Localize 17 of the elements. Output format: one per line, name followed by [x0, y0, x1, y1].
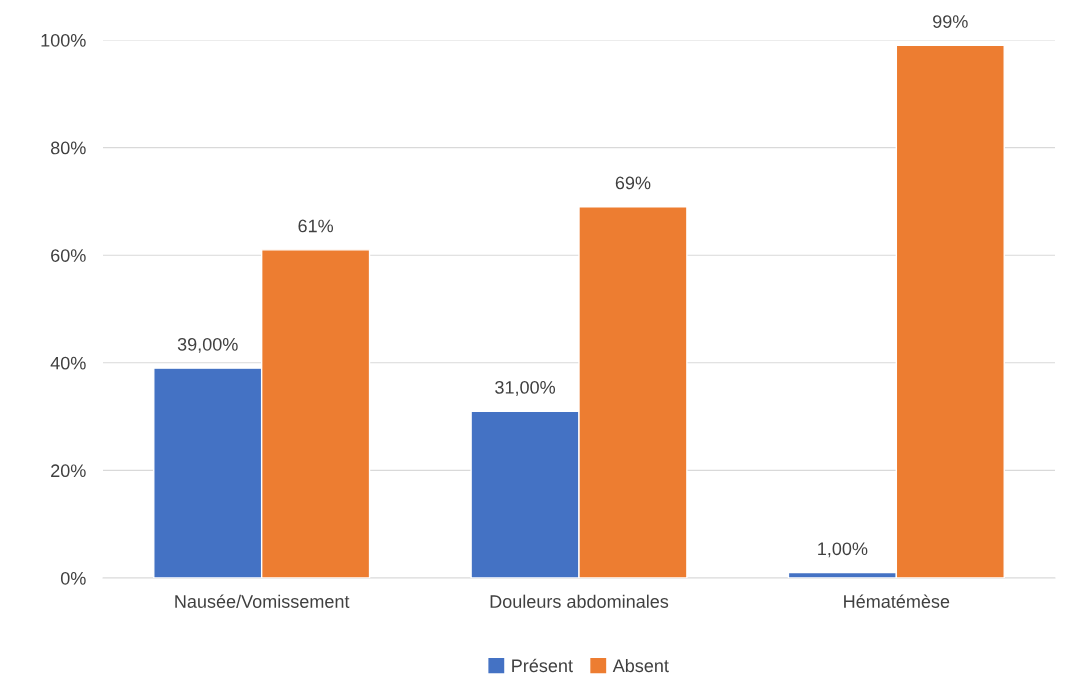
y-tick-label: 0% — [60, 571, 86, 585]
data-label: 61% — [298, 219, 334, 233]
y-tick-label: 40% — [50, 356, 86, 370]
y-tick-label: 80% — [50, 141, 86, 155]
y-tick-label: 20% — [51, 464, 86, 478]
y-tick-label: 100% — [41, 33, 86, 47]
data-label: 39,00% — [177, 337, 238, 353]
data-label: 1,00% — [818, 542, 868, 558]
legend-label: Présent — [512, 658, 573, 673]
y-tick-label: 60% — [51, 249, 86, 262]
data-label: 99% — [933, 15, 968, 28]
x-tick-label: Hématémèse — [844, 594, 950, 608]
x-tick-label: Nausée/Vomissement — [175, 594, 350, 608]
legend-label: Absent — [612, 658, 669, 673]
data-label: 31,00% — [495, 380, 556, 396]
data-label: 69% — [615, 176, 651, 190]
x-tick-label: Douleurs abdominales — [490, 594, 669, 608]
